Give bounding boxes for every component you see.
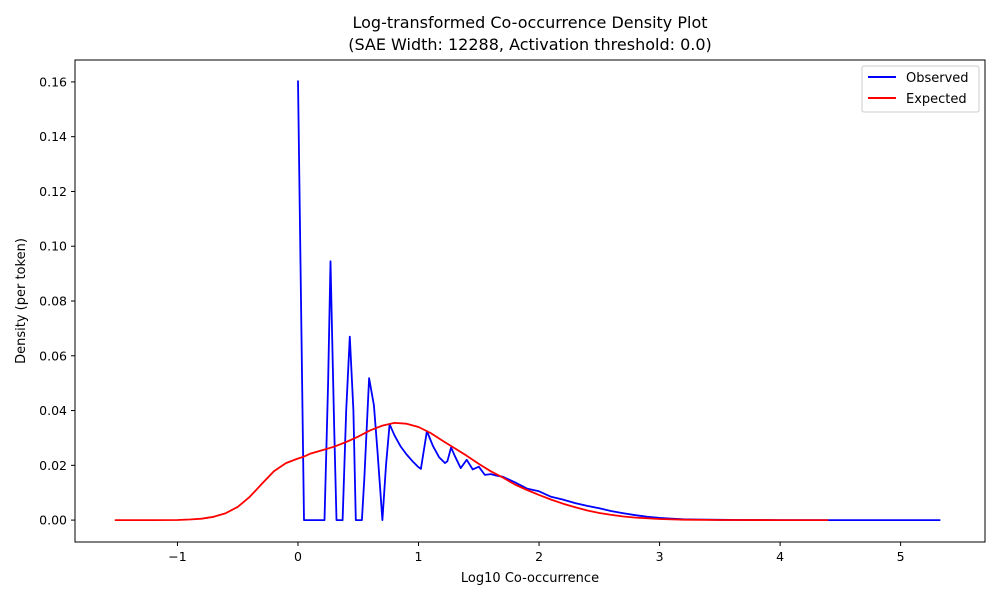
x-axis: −1 0 1 2 3 4 5	[168, 542, 905, 564]
series-line-observed	[297, 80, 941, 521]
legend-label-expected: Expected	[906, 92, 967, 107]
x-tick-label: 1	[415, 549, 423, 564]
legend-label-observed: Observed	[906, 71, 969, 86]
y-axis-label: Density (per token)	[14, 238, 29, 364]
y-tick-label: 0.08	[39, 294, 67, 309]
x-tick-label: 5	[897, 549, 905, 564]
x-axis-label: Log10 Co-occurrence	[461, 571, 599, 586]
x-tick-label: 0	[294, 549, 302, 564]
y-tick-label: 0.16	[39, 74, 67, 89]
chart-title: Log-transformed Co-occurrence Density Pl…	[352, 13, 707, 32]
x-tick-label: 3	[656, 549, 664, 564]
x-tick-label: −1	[168, 549, 186, 564]
plot-frame	[74, 59, 986, 543]
chart-subtitle: (SAE Width: 12288, Activation threshold:…	[348, 35, 712, 54]
y-axis: 0.00 0.02 0.04 0.06 0.08 0.10 0.12 0.14 0.16	[39, 74, 75, 528]
y-tick-label: 0.12	[39, 184, 67, 199]
series-lines	[114, 80, 941, 521]
series-line-expected	[114, 421, 829, 521]
x-tick-label: 2	[535, 549, 543, 564]
y-tick-label: 0.04	[39, 403, 67, 418]
y-tick-label: 0.02	[39, 458, 67, 473]
legend: Observed Expected	[861, 65, 980, 113]
y-tick-label: 0.10	[39, 239, 67, 254]
y-tick-label: 0.06	[39, 348, 67, 363]
y-tick-label: 0.14	[39, 129, 67, 144]
x-tick-label: 4	[776, 549, 784, 564]
y-tick-label: 0.00	[39, 513, 67, 528]
